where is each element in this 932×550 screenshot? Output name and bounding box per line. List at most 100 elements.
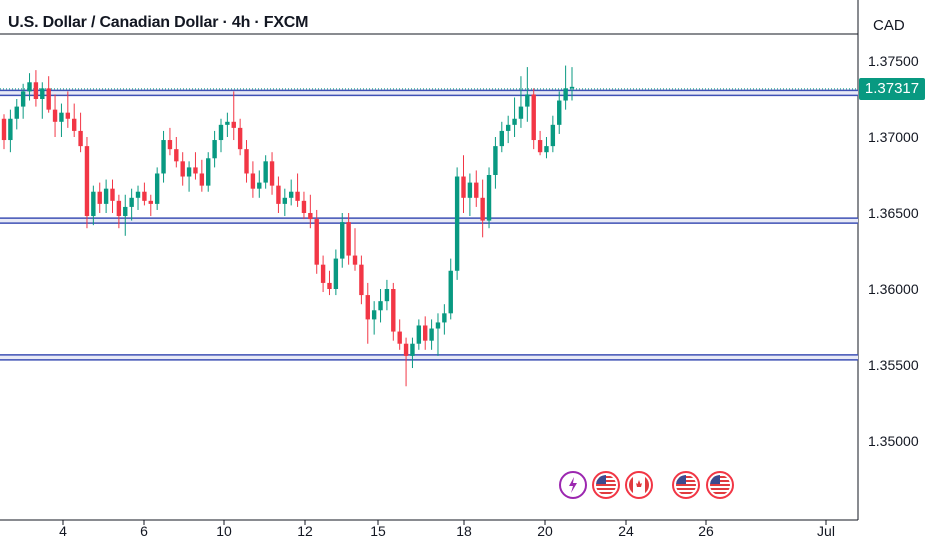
candle bbox=[72, 103, 77, 137]
level-band-2 bbox=[0, 354, 858, 361]
us-flag-icon[interactable] bbox=[706, 471, 734, 499]
candle-body bbox=[544, 146, 549, 153]
candle-body bbox=[429, 328, 434, 341]
candle bbox=[461, 155, 466, 213]
x-tick-label: 6 bbox=[140, 523, 148, 539]
price-axis[interactable]: 1.37500 1.37000 1.36500 1.36000 1.35500 1.350… bbox=[868, 53, 919, 449]
candle bbox=[116, 194, 122, 229]
candle-body bbox=[340, 222, 345, 259]
candle bbox=[237, 118, 243, 156]
candle bbox=[340, 213, 345, 268]
candle-body bbox=[518, 106, 524, 119]
candle bbox=[135, 185, 141, 210]
candle-body bbox=[263, 161, 268, 183]
us-flag-icon[interactable] bbox=[592, 471, 620, 499]
candle-body bbox=[167, 140, 173, 150]
candle-body bbox=[288, 191, 294, 198]
candle bbox=[20, 83, 26, 119]
candle bbox=[365, 282, 370, 344]
candle-body bbox=[142, 191, 147, 201]
candle bbox=[544, 137, 549, 159]
candle-body bbox=[531, 94, 536, 141]
candle-body bbox=[505, 124, 511, 131]
candle bbox=[493, 137, 498, 189]
y-tick-label: 1.36500 bbox=[868, 205, 919, 221]
candle bbox=[46, 76, 51, 113]
candle bbox=[563, 65, 568, 110]
chart-title: U.S. Dollar / Canadian Dollar · 4h · FXC… bbox=[8, 14, 309, 31]
candle-body bbox=[27, 82, 32, 92]
candle-body bbox=[154, 173, 160, 204]
candle bbox=[308, 194, 313, 229]
candle bbox=[525, 67, 530, 122]
candle-body bbox=[225, 121, 230, 125]
candle-body bbox=[1, 118, 7, 141]
us-flag-icon[interactable] bbox=[672, 471, 700, 499]
candle-body bbox=[525, 94, 530, 107]
candle-body bbox=[250, 173, 256, 189]
candle bbox=[467, 173, 473, 217]
candle-body bbox=[72, 118, 77, 131]
candle bbox=[212, 130, 217, 168]
candle bbox=[442, 304, 447, 335]
candle-body bbox=[359, 264, 364, 296]
candle bbox=[27, 73, 32, 101]
candle bbox=[231, 91, 236, 141]
candle-body bbox=[257, 182, 262, 189]
candle bbox=[33, 70, 39, 107]
candle-body bbox=[116, 200, 122, 217]
candle bbox=[40, 82, 45, 119]
x-tick-label: 15 bbox=[370, 523, 386, 539]
candle-body bbox=[435, 322, 441, 329]
x-tick-label: 4 bbox=[59, 523, 67, 539]
candle-body bbox=[416, 325, 422, 344]
candle bbox=[282, 188, 288, 217]
candle-body bbox=[282, 197, 288, 204]
candle-body bbox=[269, 161, 275, 186]
candle-body bbox=[320, 264, 326, 283]
candle bbox=[352, 228, 358, 271]
candle-body bbox=[301, 200, 307, 213]
candle bbox=[269, 152, 275, 195]
candle bbox=[142, 182, 147, 206]
candle-body bbox=[231, 121, 236, 128]
candle bbox=[391, 282, 396, 341]
candle bbox=[505, 115, 511, 144]
candle-body bbox=[550, 124, 556, 147]
candle-body bbox=[474, 182, 479, 198]
candle-body bbox=[103, 188, 109, 204]
candle bbox=[301, 191, 307, 220]
candle bbox=[346, 213, 351, 265]
candle-body bbox=[569, 86, 575, 89]
ca-flag-icon[interactable] bbox=[625, 471, 653, 499]
lightning-icon[interactable] bbox=[559, 471, 587, 499]
candle bbox=[161, 130, 166, 183]
candle-body bbox=[276, 185, 281, 204]
y-tick-label: 1.37500 bbox=[868, 53, 919, 69]
candle-body bbox=[161, 140, 166, 174]
candle bbox=[371, 301, 377, 335]
candle-body bbox=[8, 118, 13, 141]
candle-body bbox=[199, 173, 205, 186]
candle bbox=[531, 88, 536, 150]
candle-body bbox=[454, 176, 460, 271]
candle bbox=[1, 114, 7, 150]
candle bbox=[59, 103, 64, 137]
candle-body bbox=[52, 109, 58, 122]
candle bbox=[333, 249, 339, 296]
candle bbox=[410, 337, 415, 369]
candle-body bbox=[212, 140, 217, 159]
candle bbox=[199, 159, 205, 192]
candle-body bbox=[333, 258, 339, 289]
y-tick-label: 1.35000 bbox=[868, 433, 919, 449]
candle-body bbox=[65, 112, 71, 119]
candle-body bbox=[384, 289, 390, 302]
candle bbox=[518, 76, 524, 128]
currency-label[interactable]: CAD bbox=[873, 17, 905, 34]
candle bbox=[486, 167, 492, 229]
x-tick-label: 26 bbox=[698, 523, 714, 539]
candle-body bbox=[129, 197, 134, 207]
x-tick-label: 24 bbox=[618, 523, 634, 539]
time-axis[interactable]: 4 6 10 12 15 18 20 24 26 Jul bbox=[59, 520, 835, 539]
